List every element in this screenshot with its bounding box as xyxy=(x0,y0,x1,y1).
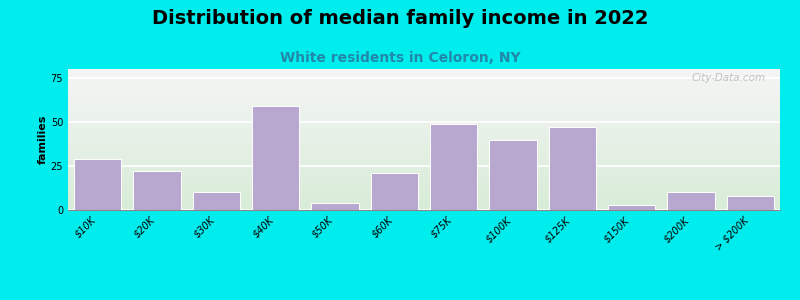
Bar xyxy=(726,196,774,210)
Text: White residents in Celoron, NY: White residents in Celoron, NY xyxy=(280,51,520,65)
Bar xyxy=(608,205,655,210)
Bar xyxy=(549,127,596,210)
Bar xyxy=(430,124,478,210)
Bar xyxy=(311,203,358,210)
Bar xyxy=(193,192,240,210)
Bar xyxy=(134,171,181,210)
Y-axis label: families: families xyxy=(38,115,48,164)
Bar xyxy=(490,140,537,210)
Bar xyxy=(252,106,299,210)
Text: Distribution of median family income in 2022: Distribution of median family income in … xyxy=(152,9,648,28)
Text: City-Data.com: City-Data.com xyxy=(692,73,766,83)
Bar xyxy=(370,173,418,210)
Bar xyxy=(74,159,122,210)
Bar xyxy=(667,192,714,210)
